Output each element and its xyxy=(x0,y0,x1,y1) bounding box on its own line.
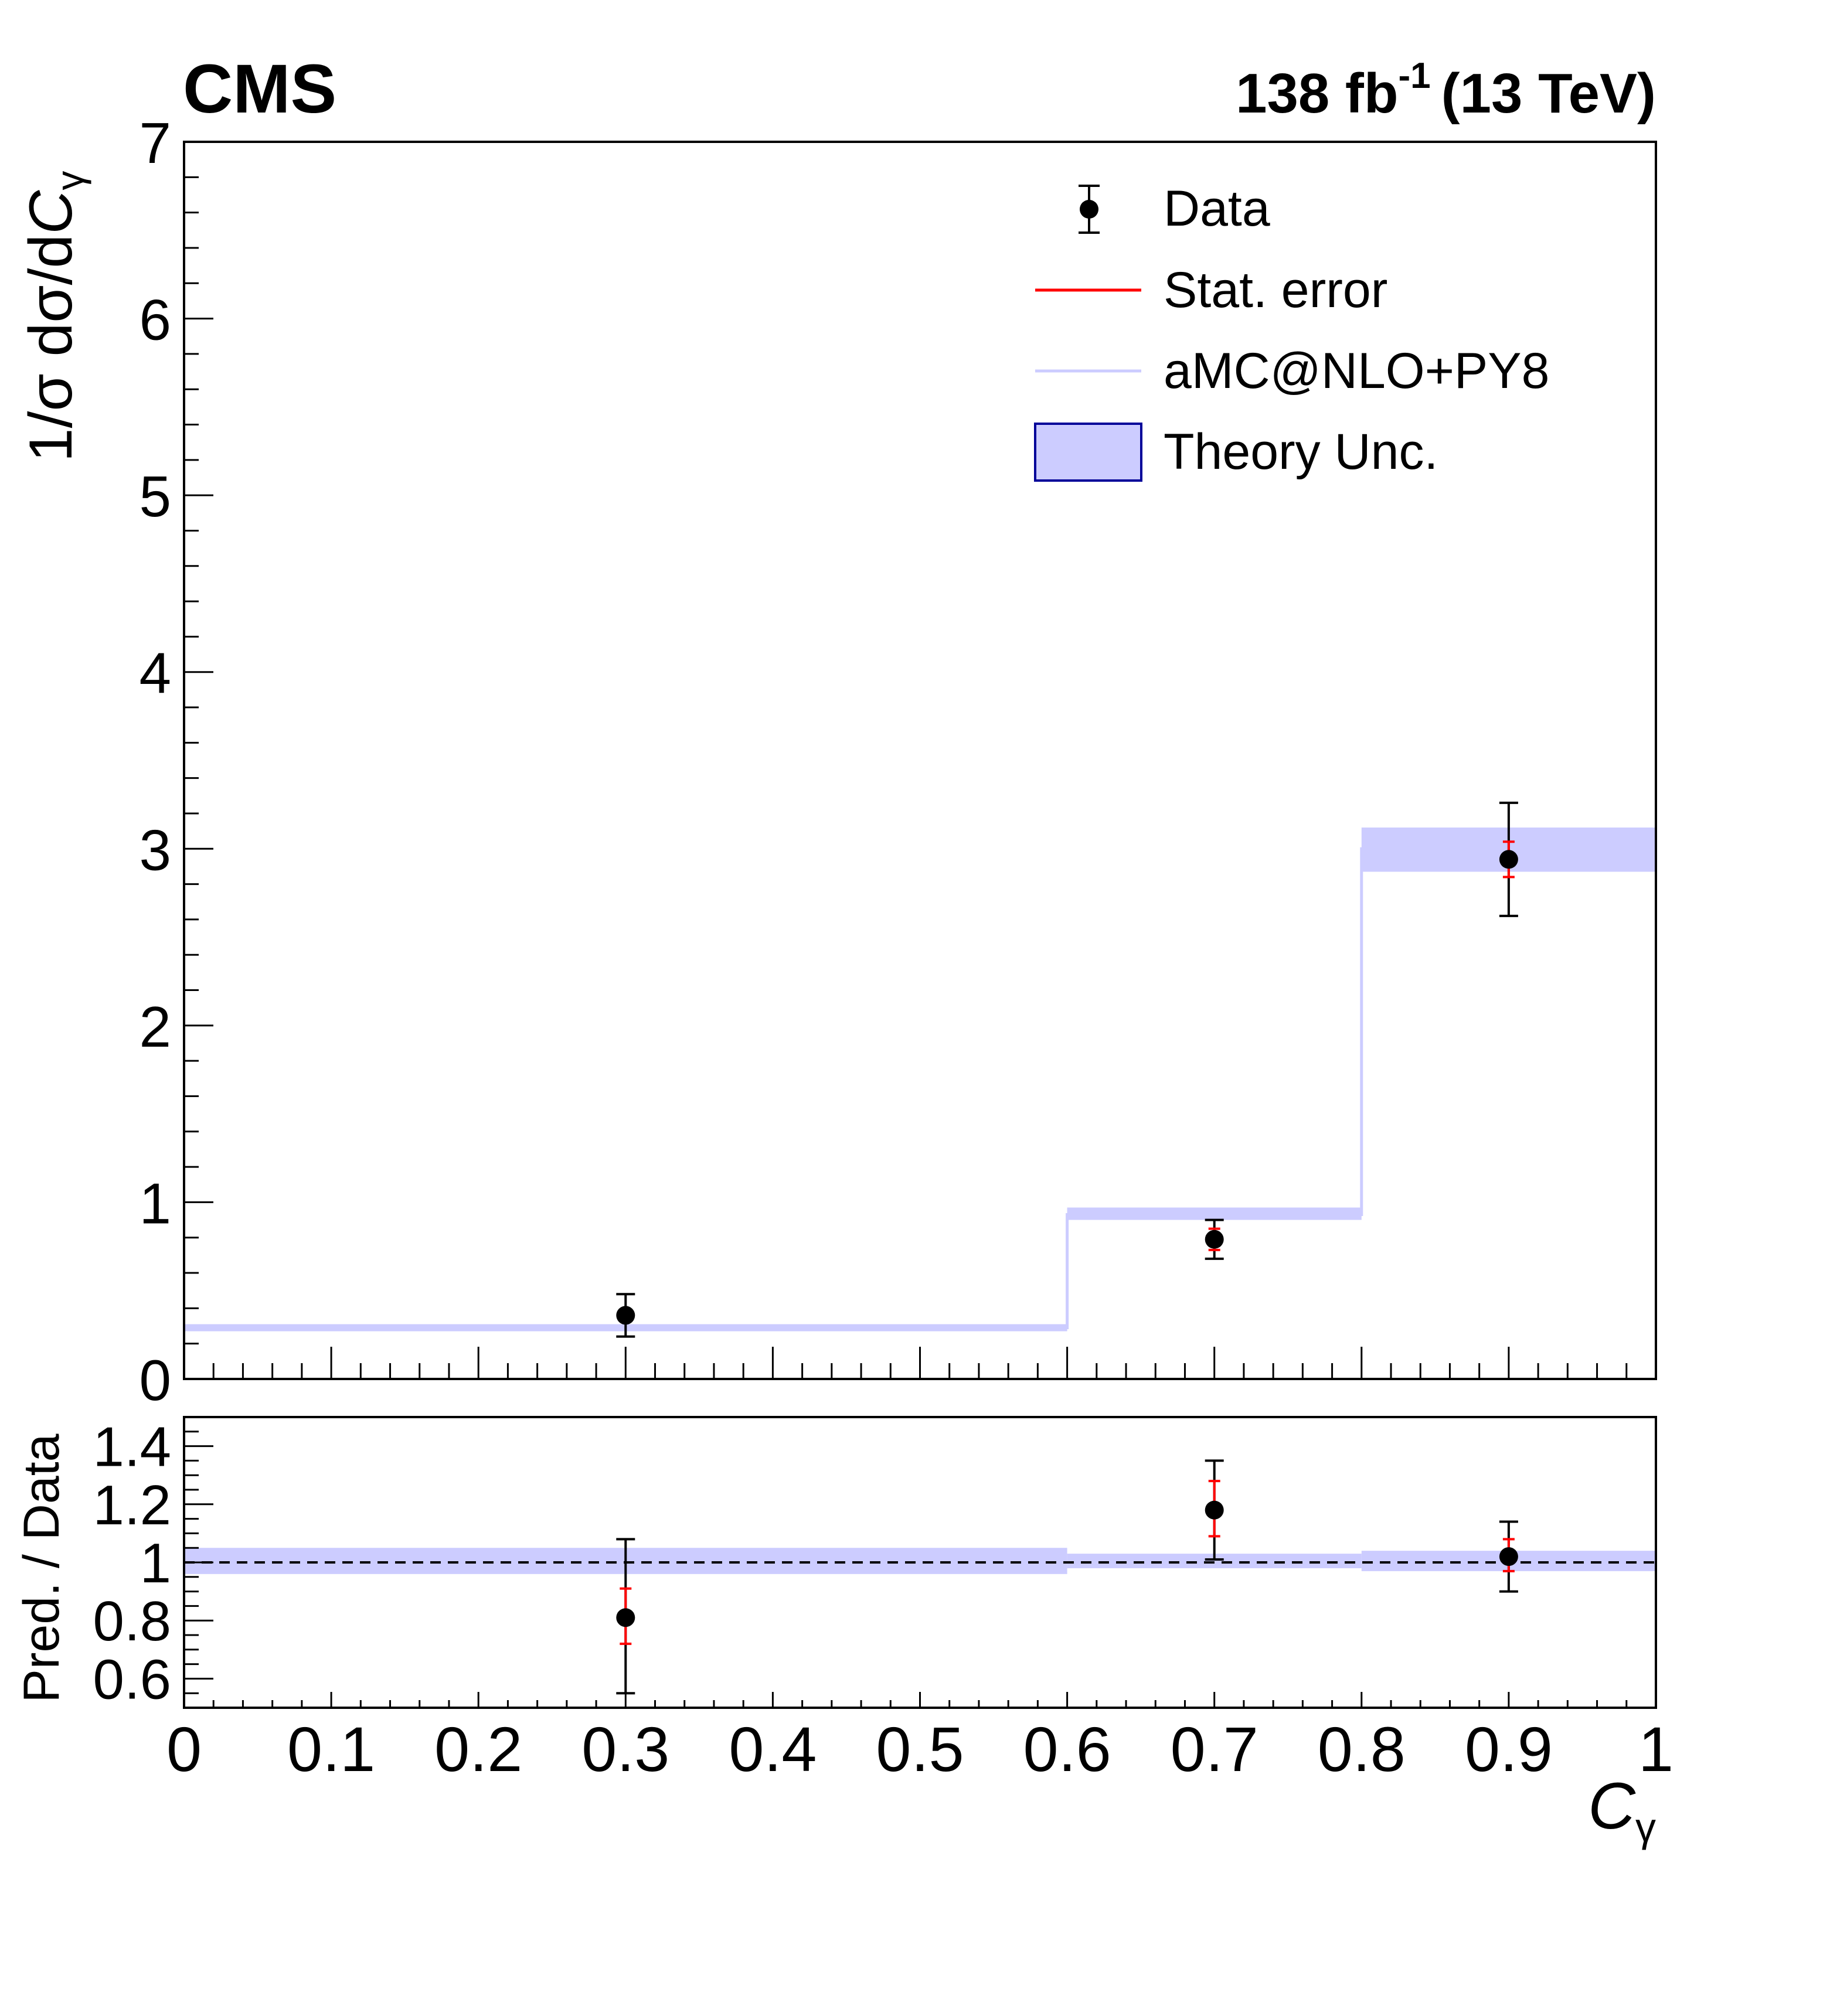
legend-theory-label: Theory Unc. xyxy=(1164,424,1438,480)
x-tick-label: 0.9 xyxy=(1465,1714,1553,1785)
data-point-marker-0 xyxy=(616,1306,635,1325)
y-tick-label: 0 xyxy=(139,1348,171,1412)
data-point-2 xyxy=(1499,801,1518,917)
ratio-y-tick-label: 0.8 xyxy=(93,1590,171,1653)
ratio-x-axis-ticks: 0 0.1 0.2 0.3 0.4 0.5 0.6 0.7 0.8 0.9 1 xyxy=(166,1692,1673,1785)
x-tick-label: 0.4 xyxy=(729,1714,817,1785)
x-tick-label: 0 xyxy=(166,1714,202,1785)
ratio-y-tick-label: 1 xyxy=(140,1532,171,1595)
experiment-label: CMS xyxy=(183,50,336,128)
ratio-panel: 0.60.811.21.4 0 0.1 0.2 0.3 0.4 0.5 0.6 0.7 0.8 0… xyxy=(93,1416,1673,1785)
data-points xyxy=(616,801,1518,1338)
y-axis-ticks: 0 1 2 3 4 5 6 7 xyxy=(139,111,213,1412)
y-tick-label: 1 xyxy=(139,1171,171,1235)
y-tick-label: 3 xyxy=(139,818,171,882)
y-tick-label: 5 xyxy=(139,464,171,529)
y-tick-label: 6 xyxy=(139,288,171,352)
x-tick-label: 0.3 xyxy=(581,1714,669,1785)
ratio-y-tick-label: 1.2 xyxy=(93,1474,171,1537)
x-tick-label: 0.1 xyxy=(287,1714,375,1785)
legend: Data Stat. error aMC@NLO+PY8 Theory Unc. xyxy=(1034,181,1549,482)
y-tick-label: 2 xyxy=(139,995,171,1059)
ratio-frame xyxy=(183,1416,1657,1709)
data-point-marker-1 xyxy=(1205,1230,1224,1249)
x-axis-label-sub: γ xyxy=(1635,1804,1656,1850)
ratio-point-marker-0 xyxy=(616,1608,635,1627)
y-tick-label: 4 xyxy=(139,641,171,706)
data-point-0 xyxy=(616,1293,635,1338)
x-tick-label: 0.2 xyxy=(434,1714,522,1785)
data-point-1 xyxy=(1205,1218,1224,1260)
luminosity-label: 138 fb-1 (13 TeV) xyxy=(1236,56,1656,125)
y-axis-label-sub: γ xyxy=(48,171,91,190)
ratio-theory-bands xyxy=(184,1548,1656,1574)
legend-mc-label: aMC@NLO+PY8 xyxy=(1164,343,1549,399)
x-tick-label: 1 xyxy=(1638,1714,1673,1785)
legend-stat-label: Stat. error xyxy=(1164,262,1387,318)
ratio-point-2 xyxy=(1499,1520,1518,1593)
ratio-point-1 xyxy=(1205,1459,1224,1561)
x-tick-label: 0.7 xyxy=(1171,1714,1258,1785)
y-axis-label-var: C xyxy=(17,190,85,234)
mc-step-line xyxy=(184,847,1656,1330)
data-point-marker-2 xyxy=(1499,850,1518,869)
main-panel: 0 1 2 3 4 5 6 7 xyxy=(139,111,1657,1412)
x-tick-label: 0.8 xyxy=(1318,1714,1406,1785)
y-axis-label-prefix: 1/σ dσ/d xyxy=(17,234,85,462)
ratio-point-marker-2 xyxy=(1499,1547,1518,1567)
x-tick-label: 0.6 xyxy=(1023,1714,1111,1785)
legend-data-marker xyxy=(1079,185,1100,234)
x-axis-label: Cγ xyxy=(1588,1769,1656,1850)
main-frame xyxy=(183,141,1657,1380)
ratio-y-axis-ticks: 0.60.811.21.4 xyxy=(93,1416,213,1711)
ratio-point-marker-1 xyxy=(1205,1500,1224,1520)
x-axis-label-var: C xyxy=(1588,1769,1636,1843)
lumi-exponent: -1 xyxy=(1399,56,1431,96)
legend-theory-box xyxy=(1034,423,1142,482)
ratio-y-tick-label: 1.4 xyxy=(93,1416,171,1479)
mc-prediction xyxy=(184,847,1656,1330)
energy-label: (13 TeV) xyxy=(1441,62,1656,125)
x-tick-label: 0.5 xyxy=(876,1714,964,1785)
ratio-y-axis-label: Pred. / Data xyxy=(13,1433,70,1702)
ratio-points xyxy=(616,1459,1518,1695)
y-axis-label: 1/σ dσ/dCγ xyxy=(17,171,91,462)
lumi-value: 138 fb xyxy=(1236,62,1398,125)
ratio-y-tick-label: 0.6 xyxy=(93,1648,171,1711)
y-tick-label: 7 xyxy=(139,111,171,175)
legend-data-label: Data xyxy=(1164,181,1270,237)
